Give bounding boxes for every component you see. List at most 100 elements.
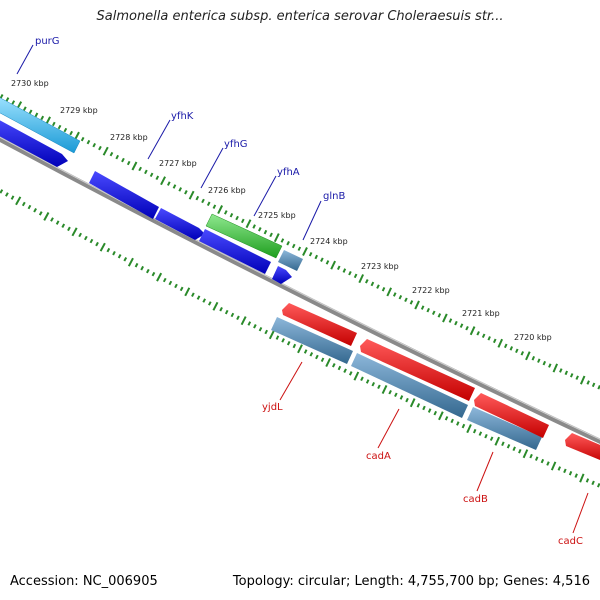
inner-tick-mark [472,428,477,434]
map-title: Salmonella enterica subsp. enterica sero… [96,9,504,24]
gene-label-yfhk[interactable]: yfhK [171,111,194,122]
accession-text: Accession: NC_006905 [10,574,158,589]
gene-bar-small-blue[interactable] [272,266,292,284]
inner-tick-mark [196,295,201,300]
outer-tick-mark [431,310,436,316]
gene-bar-yjdl[interactable] [271,317,353,364]
inner-tick-mark [348,371,353,376]
outer-tick-mark [109,151,114,157]
gene-bar-glnb[interactable] [278,250,303,271]
inner-tick-mark [320,357,325,363]
inner-tick-mark [33,208,37,213]
label-leader-glnb [302,200,322,241]
inner-tick-mark [422,405,426,411]
outer-tick-mark [420,305,425,310]
gene-bar-red-1[interactable] [282,303,357,346]
outer-tick-mark [459,323,464,328]
gene-bar-yfha[interactable] [205,213,283,259]
outer-tick-mark [559,368,563,373]
inner-tick-mark [71,227,78,237]
tick-label: 2723 kbp [361,262,399,271]
outer-tick-mark [579,375,586,385]
inner-tick-mark [151,271,156,277]
gene-bar-purg[interactable] [0,95,81,154]
inner-tick-mark [438,411,444,421]
outer-tick-mark [497,338,504,348]
outer-tick-mark [381,286,386,292]
gene-bar-cadb[interactable] [474,393,549,438]
outer-tick-mark [426,307,430,313]
outer-tick-mark [302,247,308,256]
outer-tick-mark [126,160,131,166]
outer-tick-ring [0,94,600,390]
outer-tick-mark [212,204,217,209]
inner-tick-mark [489,436,494,441]
outer-tick-mark [28,109,33,114]
inner-tick-mark [501,441,505,446]
inner-tick-mark [224,309,229,315]
gene-label-yfhg[interactable]: yfhG [224,139,248,150]
inner-tick-mark [202,298,206,303]
inner-tick-mark [10,195,15,200]
outer-tick-mark [437,313,442,318]
outer-tick-mark [63,127,68,133]
outer-tick-mark [370,281,375,287]
outer-tick-mark [353,273,358,279]
gene-bar-yfhg[interactable] [155,208,205,240]
gene-label-cadc[interactable]: cadC [558,536,583,547]
topology-text: Topology: circular; Length: 4,755,700 bp… [232,574,590,589]
gene-bar-yfhk-lower[interactable] [0,116,68,167]
outer-tick-mark [188,190,195,200]
inner-tick-mark [0,189,4,194]
inner-tick-mark [240,316,247,326]
outer-tick-mark [229,212,234,218]
inner-tick-mark [106,247,111,253]
outer-tick-mark [515,348,519,354]
outer-tick-mark [503,343,508,349]
inner-tick-mark [303,349,308,354]
label-leader-yfhk [147,119,171,160]
outer-tick-mark [258,227,262,232]
outer-tick-mark [291,243,296,249]
inner-tick-mark [162,277,167,283]
outer-tick-mark [314,254,319,260]
gene-bar-yfhg-2[interactable] [199,229,271,274]
inner-tick-mark [146,268,150,274]
outer-tick-mark [40,115,45,121]
label-leader-cada [377,408,400,449]
inner-tick-mark [563,468,567,474]
gene-bar-cadc[interactable] [565,433,600,462]
gene-bar-yfhk[interactable] [89,171,159,219]
gene-label-cada[interactable]: cadA [366,451,391,462]
inner-tick-mark [591,480,595,486]
inner-tick-mark [55,220,60,225]
inner-tick-mark [15,196,22,206]
label-leader-yjdl [279,361,303,401]
outer-tick-mark [184,190,188,195]
inner-tick-mark [78,232,82,238]
outer-tick-mark [454,320,458,326]
inner-tick-mark [512,446,516,451]
outer-tick-mark [569,373,574,378]
inner-tick-mark [529,453,533,459]
gene-label-purg[interactable]: purG [35,36,60,47]
outer-tick-mark [11,100,16,105]
gene-bar-cadb-steel[interactable] [467,407,542,450]
inner-tick-mark [258,326,263,332]
outer-tick-mark [330,260,337,270]
gene-label-glnb[interactable]: glnB [323,191,345,202]
outer-tick-mark [591,382,596,388]
tick-label: 2730 kbp [11,79,49,88]
inner-tick-mark [184,287,191,297]
outer-tick-mark [358,274,365,284]
outer-tick-mark [286,240,290,246]
outer-tick-mark [269,232,273,238]
gene-label-cadb[interactable]: cadB [463,494,488,505]
gene-label-yfha[interactable]: yfhA [277,167,300,178]
outer-tick-mark [144,169,148,175]
inner-tick-mark [264,329,268,335]
gene-bar-cada-steel[interactable] [351,353,468,418]
gene-label-yjdl[interactable]: yjdL [262,402,283,413]
outer-tick-mark [69,130,73,136]
gene-bar-cada[interactable] [360,339,475,401]
